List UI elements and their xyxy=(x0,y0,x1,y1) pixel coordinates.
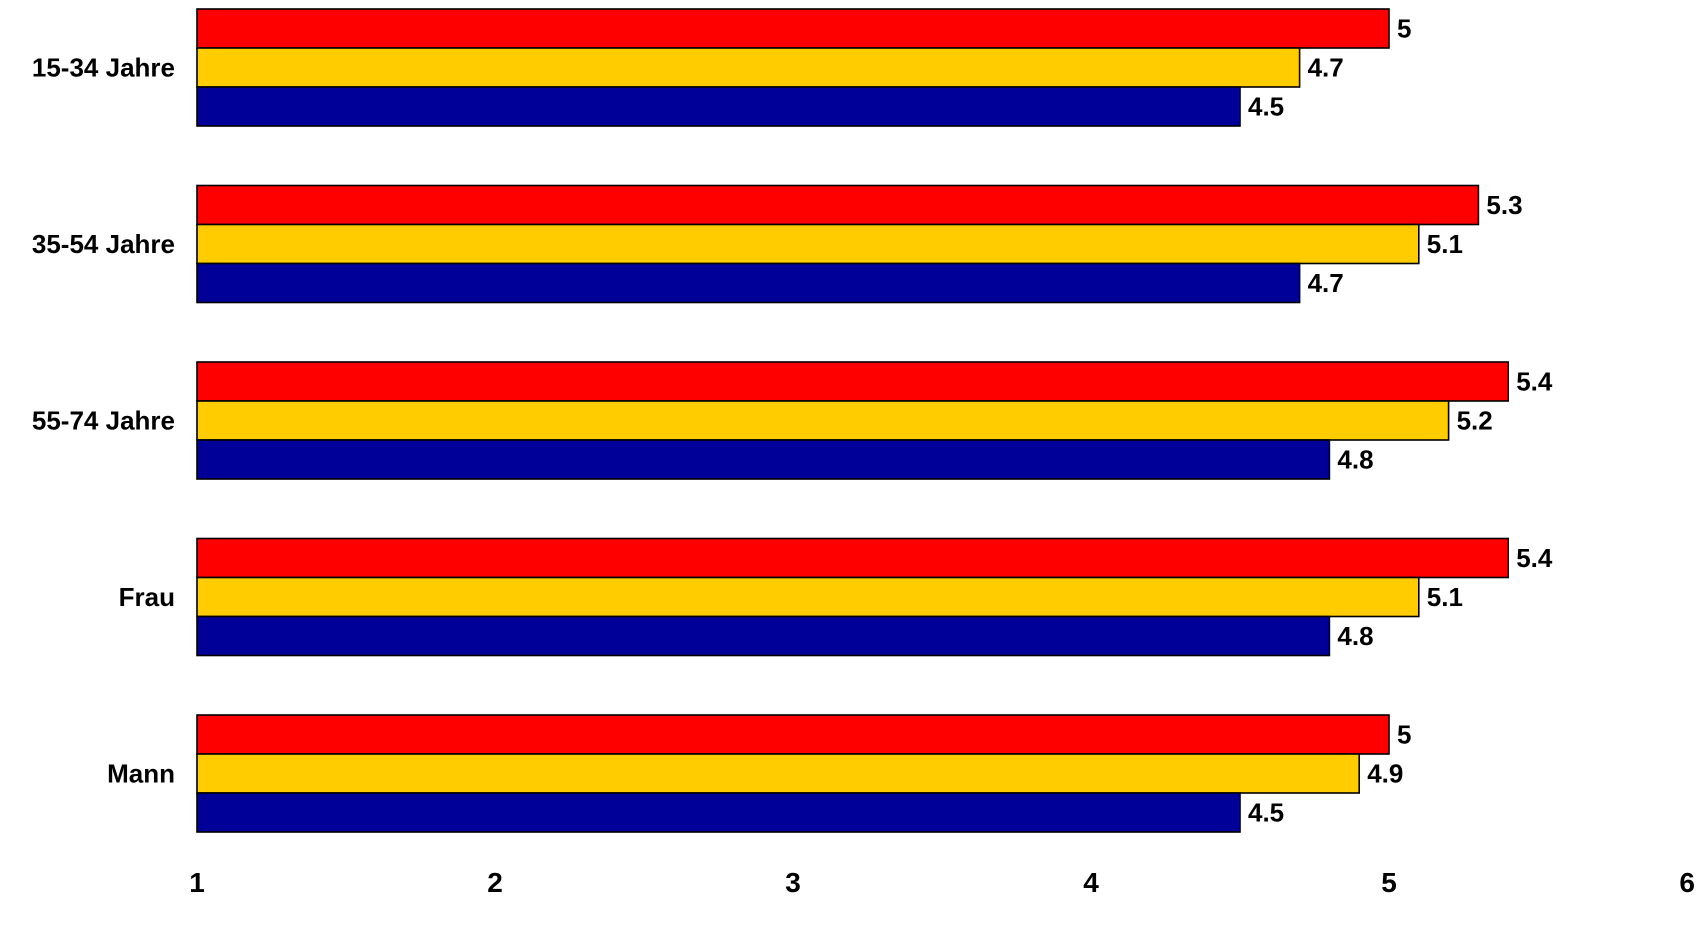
value-label-mann-series-1: 5 xyxy=(1397,720,1411,750)
bar-15-34-jahre-series-3 xyxy=(196,86,1241,127)
bar-mann-series-1 xyxy=(196,714,1390,755)
x-axis: 1 2 3 4 5 6 xyxy=(189,867,1695,898)
value-label-55-74-jahre-series-3: 4.8 xyxy=(1337,445,1373,475)
category-label-35-54-jahre: 35-54 Jahre xyxy=(32,229,175,259)
bar-15-34-jahre-series-2 xyxy=(196,47,1301,88)
x-tick-label-4: 4 xyxy=(1083,867,1099,898)
value-label-15-34-jahre-series-2: 4.7 xyxy=(1308,53,1344,83)
category-label-mann: Mann xyxy=(107,759,175,789)
value-label-35-54-jahre-series-1: 5.3 xyxy=(1486,190,1522,220)
value-label-mann-series-2: 4.9 xyxy=(1367,759,1403,789)
bar-15-34-jahre-series-1 xyxy=(196,8,1390,49)
category-label-15-34-jahre: 15-34 Jahre xyxy=(32,53,175,83)
bar-frau-series-1 xyxy=(196,537,1509,579)
bar-mann-series-2 xyxy=(196,753,1360,794)
value-label-frau-series-1: 5.4 xyxy=(1516,543,1553,573)
bar-35-54-jahre-series-1 xyxy=(196,184,1480,226)
bar-frau-series-3 xyxy=(196,615,1331,657)
bar-55-74-jahre-series-3 xyxy=(196,439,1331,480)
bar-35-54-jahre-series-3 xyxy=(196,262,1301,304)
value-label-35-54-jahre-series-3: 4.7 xyxy=(1308,268,1344,298)
bar-55-74-jahre-series-2 xyxy=(196,400,1450,441)
value-label-15-34-jahre-series-3: 4.5 xyxy=(1248,92,1284,122)
category-label-frau: Frau xyxy=(119,582,175,612)
value-label-55-74-jahre-series-2: 5.2 xyxy=(1457,406,1493,436)
bar-55-74-jahre-series-1 xyxy=(196,361,1509,402)
value-label-mann-series-3: 4.5 xyxy=(1248,798,1284,828)
bar-frau-series-2 xyxy=(196,576,1420,618)
x-tick-label-2: 2 xyxy=(487,867,503,898)
bar-35-54-jahre-series-2 xyxy=(196,223,1420,265)
value-label-frau-series-2: 5.1 xyxy=(1427,582,1463,612)
value-label-35-54-jahre-series-2: 5.1 xyxy=(1427,229,1463,259)
x-tick-label-6: 6 xyxy=(1679,867,1695,898)
value-label-frau-series-3: 4.8 xyxy=(1337,621,1373,651)
value-label-55-74-jahre-series-1: 5.4 xyxy=(1516,367,1553,397)
x-tick-label-1: 1 xyxy=(189,867,205,898)
category-labels: 15-34 Jahre 35-54 Jahre 55-74 Jahre Frau Man… xyxy=(32,53,175,789)
bars xyxy=(196,8,1509,833)
category-label-55-74-jahre: 55-74 Jahre xyxy=(32,406,175,436)
value-label-15-34-jahre-series-1: 5 xyxy=(1397,14,1411,44)
value-labels: 5 4.7 4.5 5.3 5.1 4.7 5.4 5.2 4.8 5.4 5.1 4.8 5 4.9 4.… xyxy=(1248,14,1553,828)
x-tick-label-5: 5 xyxy=(1381,867,1397,898)
bar-mann-series-3 xyxy=(196,792,1241,833)
x-tick-label-3: 3 xyxy=(785,867,801,898)
